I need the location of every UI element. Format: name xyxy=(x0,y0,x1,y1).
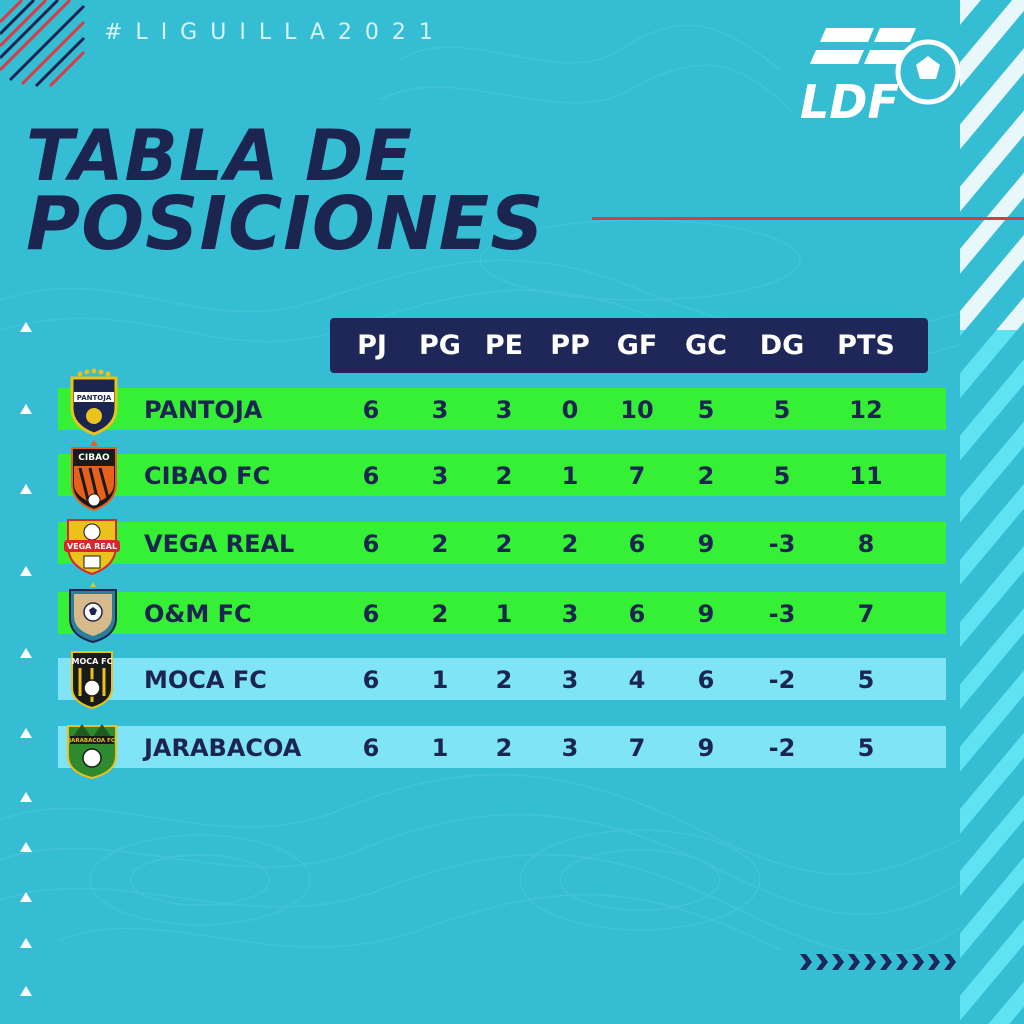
jarabacoa-crest-text: JARABACOA FC xyxy=(68,738,115,744)
stat-pj: 6 xyxy=(362,462,380,490)
stat-gc: 6 xyxy=(697,666,715,694)
team-name: CIBAO FC xyxy=(144,462,271,490)
stat-pp: 3 xyxy=(561,734,579,762)
accent-divider xyxy=(592,217,1024,220)
table-row: JARABACOA 6 1 2 3 7 9 -2 5 xyxy=(58,726,946,768)
stat-pg: 1 xyxy=(431,734,449,762)
table-row: PANTOJA 6 3 3 0 10 5 5 12 xyxy=(58,388,946,430)
stat-pj: 6 xyxy=(362,396,380,424)
stat-gf: 6 xyxy=(628,530,646,558)
stat-dg: -2 xyxy=(768,734,796,762)
stat-pj: 6 xyxy=(362,734,380,762)
header-pg: PG xyxy=(419,330,461,361)
table-header: PJ PG PE PP GF GC DG PTS xyxy=(330,318,928,373)
moca-crest-text: MOCA FC xyxy=(72,657,113,666)
stat-pe: 3 xyxy=(495,396,513,424)
header-pts: PTS xyxy=(837,330,895,361)
stat-gf: 7 xyxy=(628,734,646,762)
moca-fc-crest-icon: MOCA FC xyxy=(71,651,113,710)
stat-gc: 9 xyxy=(697,600,715,628)
jarabacoa-crest-icon: JARABACOA FC xyxy=(67,724,117,780)
header-gc: GC xyxy=(685,330,727,361)
stat-gf: 4 xyxy=(628,666,646,694)
table-row: CIBAO FC 6 3 2 1 7 2 5 11 xyxy=(58,454,946,496)
stat-pts: 8 xyxy=(857,530,875,558)
corner-stripes-decoration xyxy=(0,0,86,88)
vega-real-crest-icon: VEGA REAL xyxy=(64,519,120,576)
stat-pp: 3 xyxy=(561,600,579,628)
stat-pg: 1 xyxy=(431,666,449,694)
right-stripes-decoration xyxy=(960,0,1024,1024)
stat-pts: 11 xyxy=(849,462,883,490)
ldf-logo: LDF xyxy=(800,28,961,124)
logo-text: LDF xyxy=(800,75,899,124)
stat-pg: 2 xyxy=(431,600,449,628)
stat-pp: 1 xyxy=(561,462,579,490)
side-arrow-column xyxy=(20,322,32,996)
title-line-2: POSICIONES xyxy=(26,181,545,267)
table-row: MOCA FC 6 1 2 3 4 6 -2 5 xyxy=(58,658,946,700)
stat-pj: 6 xyxy=(362,666,380,694)
stat-gc: 9 xyxy=(697,734,715,762)
stat-pp: 3 xyxy=(561,666,579,694)
stat-gc: 5 xyxy=(697,396,715,424)
team-name: MOCA FC xyxy=(144,666,267,694)
stat-pg: 3 xyxy=(431,462,449,490)
stat-pts: 5 xyxy=(857,666,875,694)
header-pp: PP xyxy=(550,330,590,361)
header-gf: GF xyxy=(616,330,658,361)
stat-pg: 3 xyxy=(431,396,449,424)
stat-pj: 6 xyxy=(362,600,380,628)
stat-gc: 9 xyxy=(697,530,715,558)
chevron-arrows-decoration xyxy=(800,954,956,970)
stat-dg: 5 xyxy=(773,396,791,424)
title-line-1: TABLA DE xyxy=(26,115,413,197)
header-pj: PJ xyxy=(357,330,387,361)
hashtag-label: #LIGUILLA2021 xyxy=(104,20,446,45)
cibao-crest-icon: CIBAO xyxy=(71,440,117,512)
om-fc-crest-icon xyxy=(69,582,117,644)
stat-pg: 2 xyxy=(431,530,449,558)
cibao-crest-text: CIBAO xyxy=(78,453,110,463)
page-title: TABLA DE POSICIONES xyxy=(26,115,545,267)
stat-gf: 6 xyxy=(628,600,646,628)
team-name: O&M FC xyxy=(144,600,252,628)
stat-pe: 2 xyxy=(495,666,513,694)
stat-gf: 10 xyxy=(620,396,654,424)
stat-pe: 1 xyxy=(495,600,513,628)
stat-dg: -2 xyxy=(768,666,796,694)
stat-pe: 2 xyxy=(495,530,513,558)
stat-pe: 2 xyxy=(495,734,513,762)
header-pe: PE xyxy=(484,330,524,361)
team-name: VEGA REAL xyxy=(144,530,295,558)
stat-gc: 2 xyxy=(697,462,715,490)
stat-pts: 5 xyxy=(857,734,875,762)
stat-gf: 7 xyxy=(628,462,646,490)
table-row: VEGA REAL 6 2 2 2 6 9 -3 8 xyxy=(58,522,946,564)
stat-pe: 2 xyxy=(495,462,513,490)
stat-pp: 2 xyxy=(561,530,579,558)
header-dg: DG xyxy=(759,330,805,361)
pantoja-crest-text: PANTOJA xyxy=(77,394,112,402)
stat-pts: 12 xyxy=(849,396,883,424)
stat-pts: 7 xyxy=(857,600,875,628)
team-name: JARABACOA xyxy=(144,734,302,762)
stat-dg: -3 xyxy=(768,530,796,558)
stat-pp: 0 xyxy=(561,396,579,424)
pantoja-crest-icon: PANTOJA xyxy=(70,368,118,436)
stat-dg: 5 xyxy=(773,462,791,490)
stat-dg: -3 xyxy=(768,600,796,628)
vega-real-crest-text: VEGA REAL xyxy=(67,542,117,551)
table-row: O&M FC 6 2 1 3 6 9 -3 7 xyxy=(58,592,946,634)
stat-pj: 6 xyxy=(362,530,380,558)
team-name: PANTOJA xyxy=(144,396,263,424)
